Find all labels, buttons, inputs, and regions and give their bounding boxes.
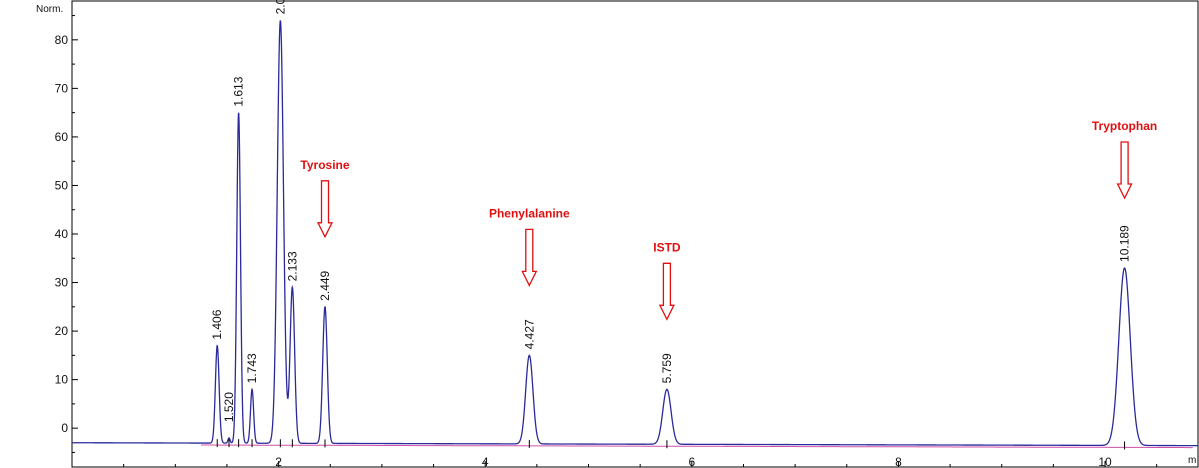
peak-labels: 1.406 1.520 1.613 1.743 2.017 2.133 2.449 4.427… [210,0,1132,450]
peak-label-2: 1.613 [232,76,246,106]
compound-arrow-1 [521,228,538,287]
peak-label-7: 4.427 [522,319,536,349]
compound-annotations: Tyrosine Phenylalanine ISTD Tryptophan [300,119,1157,321]
compound-label-3: Tryptophan [1092,119,1157,133]
peak-label-0: 1.406 [210,309,224,339]
x-tick-label-4: 10 [1098,455,1112,468]
signal-trace [72,20,1198,447]
y-tick-label-5: 50 [55,178,69,192]
peak-label-4: 2.017 [273,0,287,14]
peak-label-6: 2.449 [318,270,332,300]
compound-arrow-0 [316,180,334,239]
y-tick-label-1: 10 [55,373,69,387]
y-axis-title: Norm. [36,4,63,15]
baseline-line [201,444,1193,449]
x-tick-label-3: 8 [895,455,902,468]
x-axis-title: m [1188,455,1196,466]
peak-label-5: 2.133 [285,251,299,281]
compound-label-2: ISTD [653,240,681,254]
y-tick-label-6: 60 [55,130,69,144]
compound-arrow-2 [658,262,675,321]
y-tick-label-0: 0 [61,421,68,435]
y-axis: 0 10 20 30 40 50 60 70 80 [55,15,78,453]
x-tick-label-2: 6 [688,455,695,468]
trace-layer [72,20,1198,449]
x-tick-label-1: 4 [482,455,489,468]
y-tick-label-2: 20 [55,324,69,338]
peak-label-8: 5.759 [660,353,674,383]
y-tick-label-7: 70 [55,81,69,95]
compound-arrow-3 [1116,141,1133,200]
plot-frame [71,0,1199,468]
peak-label-3: 1.743 [245,353,259,383]
y-tick-label-8: 80 [55,33,69,47]
x-axis: 2 4 6 8 10 [123,455,1158,468]
peak-label-1: 1.520 [222,392,236,422]
y-tick-label-3: 30 [55,276,69,290]
x-tick-label-0: 2 [275,455,282,468]
peak-label-9: 10.189 [1118,225,1132,262]
compound-label-0: Tyrosine [300,158,349,172]
compound-label-1: Phenylalanine [489,206,570,220]
y-tick-label-4: 40 [55,227,69,241]
